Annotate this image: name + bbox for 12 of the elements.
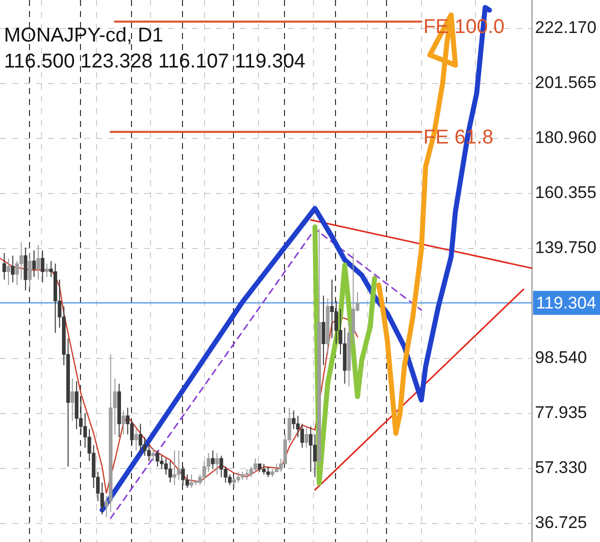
text: 116.500 123.328 116.107 119.304: [4, 50, 306, 73]
y-tick-label: 36.725: [535, 512, 587, 532]
y-tick-label: 139.750: [535, 238, 596, 258]
y-tick-label: 160.355: [535, 183, 596, 202]
y-tick-label: 180.960: [535, 128, 596, 148]
y-tick-label: 98.540: [535, 348, 587, 367]
ref-line-label: 119.304: [536, 294, 596, 313]
y-tick-label: 77.935: [535, 402, 587, 422]
text: MONAJPY-cd, D1: [4, 24, 164, 47]
y-tick-label: 222.170: [535, 18, 596, 38]
y-tick-label: 57.330: [535, 458, 587, 477]
y-tick-label: 201.565: [535, 73, 596, 92]
